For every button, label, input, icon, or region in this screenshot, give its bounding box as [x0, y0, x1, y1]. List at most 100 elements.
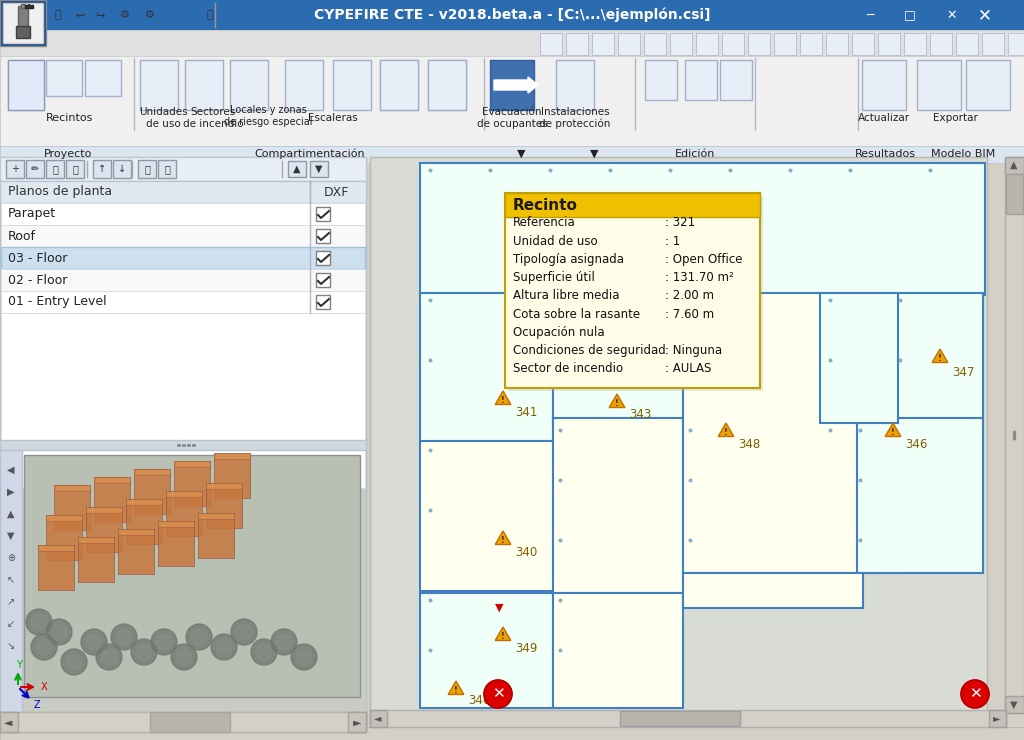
Bar [158, 521, 194, 566]
Bar [3, 3, 43, 43]
Text: ↩: ↩ [76, 10, 85, 20]
Bar [620, 711, 740, 726]
Bar [878, 33, 900, 55]
Bar [380, 60, 418, 110]
Bar [8, 60, 44, 110]
Bar [878, 33, 900, 55]
Text: Modelo BIM: Modelo BIM [931, 149, 995, 159]
Circle shape [156, 634, 172, 650]
Bar [645, 60, 677, 100]
Text: ◄: ◄ [374, 713, 382, 723]
Text: ▼: ▼ [315, 164, 323, 174]
Text: ◄: ◄ [5, 717, 12, 727]
Circle shape [51, 624, 67, 640]
Bar [644, 33, 666, 55]
Bar [86, 507, 122, 513]
Bar [0, 440, 366, 450]
Bar [370, 710, 387, 727]
Text: 346: 346 [905, 437, 928, 451]
Text: 💾: 💾 [54, 10, 61, 20]
Bar [956, 33, 978, 55]
Circle shape [81, 629, 106, 655]
Bar [285, 60, 323, 110]
Text: Sectores
de incendio: Sectores de incendio [182, 107, 244, 129]
Circle shape [231, 619, 257, 645]
Bar [553, 593, 683, 708]
Bar [553, 293, 683, 423]
Text: : 1: : 1 [665, 235, 680, 248]
Bar [66, 160, 84, 178]
Text: ✕: ✕ [492, 687, 505, 702]
Circle shape [31, 614, 47, 630]
Bar [748, 33, 770, 55]
Bar [1005, 157, 1024, 713]
Text: Instalaciones
de protección: Instalaciones de protección [540, 107, 610, 129]
Bar [0, 712, 366, 732]
Text: ↘: ↘ [7, 641, 15, 651]
Text: Recintos: Recintos [46, 113, 93, 123]
Bar [113, 160, 131, 178]
Bar [16, 26, 30, 38]
Bar [505, 193, 760, 388]
Bar [670, 33, 692, 55]
Circle shape [46, 619, 72, 645]
Bar [349, 712, 366, 732]
Bar [420, 293, 553, 443]
Text: 🔴: 🔴 [207, 10, 213, 20]
Text: Edición: Edición [675, 149, 715, 159]
Bar [1, 203, 365, 225]
Text: 345: 345 [738, 366, 760, 378]
Bar [333, 60, 371, 110]
Text: 📷: 📷 [144, 164, 150, 174]
Circle shape [131, 639, 157, 665]
Bar [138, 160, 156, 178]
Bar [0, 0, 46, 46]
Text: ▼: ▼ [495, 603, 503, 613]
Text: ↗: ↗ [7, 597, 15, 607]
Text: ✏: ✏ [31, 164, 39, 174]
Circle shape [296, 649, 312, 665]
Circle shape [86, 634, 102, 650]
Bar [644, 33, 666, 55]
Bar [1, 291, 365, 313]
Text: Compartimentación: Compartimentación [255, 149, 366, 159]
Bar [316, 273, 330, 287]
Bar [508, 196, 763, 391]
Circle shape [176, 649, 193, 665]
Bar [1005, 696, 1024, 713]
Bar [420, 163, 985, 295]
Polygon shape [609, 394, 625, 408]
Text: 02 - Floor: 02 - Floor [8, 274, 68, 286]
Bar [94, 477, 130, 483]
Bar [820, 293, 898, 423]
Bar [24, 455, 360, 697]
Bar [8, 60, 44, 110]
Bar [0, 727, 1024, 740]
Text: ↙: ↙ [7, 619, 15, 629]
Bar [696, 33, 718, 55]
Circle shape [211, 634, 237, 660]
Bar [420, 593, 553, 708]
Bar [540, 33, 562, 55]
Text: Escaleras: Escaleras [308, 113, 357, 123]
Text: !: ! [454, 687, 458, 696]
Bar [556, 60, 594, 110]
Bar [852, 33, 874, 55]
Bar [86, 507, 122, 552]
Text: Altura libre media: Altura libre media [513, 289, 620, 303]
Text: Resultados: Resultados [854, 149, 915, 159]
Text: ▼: ▼ [517, 149, 525, 159]
Polygon shape [718, 351, 734, 365]
Circle shape [66, 654, 82, 670]
Bar [1, 247, 365, 269]
Bar [683, 573, 863, 608]
Bar [6, 160, 24, 178]
Bar [696, 33, 718, 55]
Text: !: ! [501, 397, 505, 406]
Polygon shape [718, 423, 734, 437]
Bar [618, 33, 640, 55]
Bar [592, 33, 614, 55]
Text: □: □ [904, 8, 915, 21]
Text: Referencia: Referencia [513, 217, 575, 229]
Circle shape [101, 649, 117, 665]
